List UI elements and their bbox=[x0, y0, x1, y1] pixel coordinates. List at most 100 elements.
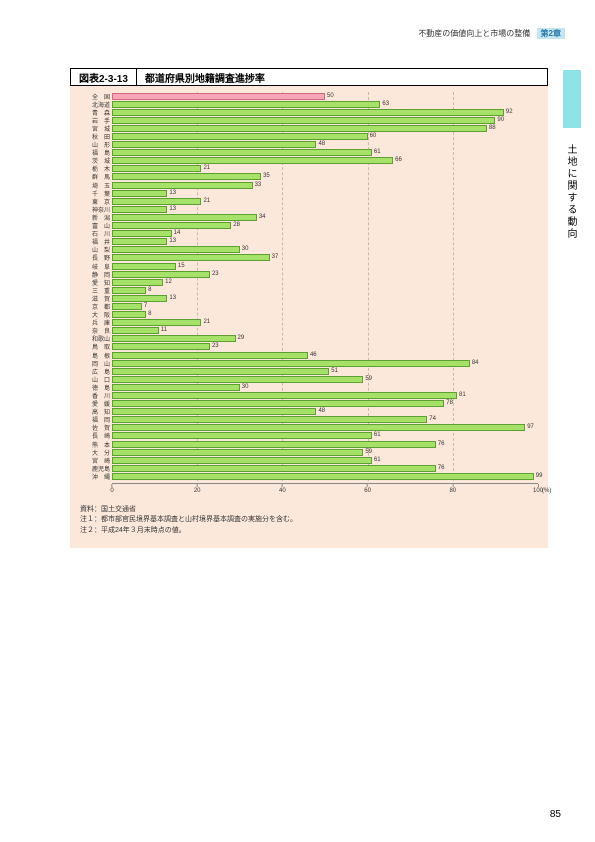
header-breadcrumb: 不動産の価値向上と市場の整備 第2章 bbox=[418, 28, 565, 39]
bar-fill: 48 bbox=[112, 408, 316, 415]
bar-value: 92 bbox=[506, 109, 513, 115]
bar-track: 63 bbox=[112, 101, 538, 108]
bar-fill: 51 bbox=[112, 368, 329, 375]
bar-fill: 97 bbox=[112, 424, 525, 431]
bar-fill: 81 bbox=[112, 392, 457, 399]
bar-value: 30 bbox=[242, 384, 249, 390]
bar-value: 84 bbox=[472, 360, 479, 366]
bar-value: 13 bbox=[169, 206, 176, 212]
bar-fill: 46 bbox=[112, 352, 308, 359]
bar-value: 34 bbox=[259, 214, 266, 220]
bar-track: 61 bbox=[112, 457, 538, 464]
bar-row: 熊 本76 bbox=[80, 440, 538, 448]
bar-value: 21 bbox=[203, 165, 210, 171]
bar-row: 長 野37 bbox=[80, 254, 538, 262]
bar-fill: 48 bbox=[112, 141, 316, 148]
bar-value: 78 bbox=[446, 400, 453, 406]
bar-track: 76 bbox=[112, 465, 538, 472]
bar-value: 14 bbox=[174, 230, 181, 236]
side-tab-color bbox=[563, 70, 581, 128]
bar-fill: 60 bbox=[112, 133, 368, 140]
bar-track: 23 bbox=[112, 343, 538, 350]
bar-track: 30 bbox=[112, 384, 538, 391]
bar-fill: 59 bbox=[112, 449, 363, 456]
bar-value: 8 bbox=[148, 311, 151, 317]
chart-notes: 資料：国土交通省 注１：都市部官民境界基本調査と山村境界基本調査の実施分を含む。… bbox=[80, 505, 538, 537]
bar-row: 愛 知12 bbox=[80, 278, 538, 286]
bar-fill: 76 bbox=[112, 441, 436, 448]
figure-title-row: 図表2-3-13 都道府県別地籍調査進捗率 bbox=[70, 68, 548, 86]
side-tab-text: 土地に関する動向 bbox=[563, 144, 578, 240]
bar-fill: 13 bbox=[112, 206, 167, 213]
bar-track: 60 bbox=[112, 133, 538, 140]
bar-value: 15 bbox=[178, 263, 185, 269]
bar-fill: 29 bbox=[112, 335, 236, 342]
bar-row: 兵 庫21 bbox=[80, 319, 538, 327]
bar-row: 富 山28 bbox=[80, 222, 538, 230]
bar-fill: 35 bbox=[112, 173, 261, 180]
bar-track: 92 bbox=[112, 109, 538, 116]
bar-row: 群 馬35 bbox=[80, 173, 538, 181]
bar-row: 岐 阜15 bbox=[80, 262, 538, 270]
bar-track: 21 bbox=[112, 198, 538, 205]
bar-value: 59 bbox=[365, 376, 372, 382]
bar-value: 50 bbox=[327, 93, 334, 99]
bar-label: 沖 縄 bbox=[80, 472, 112, 481]
bar-value: 48 bbox=[318, 141, 325, 147]
bar-row: 沖 縄99 bbox=[80, 472, 538, 480]
bar-value: 8 bbox=[148, 287, 151, 293]
bar-row: 徳 島30 bbox=[80, 383, 538, 391]
bar-track: 34 bbox=[112, 214, 538, 221]
figure-code: 図表2-3-13 bbox=[71, 69, 137, 85]
bar-track: 33 bbox=[112, 182, 538, 189]
bar-fill: 61 bbox=[112, 149, 372, 156]
bar-fill: 74 bbox=[112, 416, 427, 423]
bar-value: 61 bbox=[374, 149, 381, 155]
bar-row: 広 島51 bbox=[80, 367, 538, 375]
bar-row: 岡 山84 bbox=[80, 359, 538, 367]
bar-fill: 99 bbox=[112, 473, 534, 480]
bar-value: 76 bbox=[438, 465, 445, 471]
bar-fill: 21 bbox=[112, 198, 201, 205]
x-axis-tick: 0 bbox=[110, 484, 113, 494]
bar-fill: 12 bbox=[112, 279, 163, 286]
bar-row: 山 口59 bbox=[80, 375, 538, 383]
bar-fill: 7 bbox=[112, 303, 142, 310]
bar-fill: 13 bbox=[112, 295, 167, 302]
bar-row: 北海道63 bbox=[80, 100, 538, 108]
bar-row: 山 梨30 bbox=[80, 246, 538, 254]
bar-track: 11 bbox=[112, 327, 538, 334]
bar-row: 福 井13 bbox=[80, 238, 538, 246]
note-source: 資料：国土交通省 bbox=[80, 505, 538, 516]
bar-value: 35 bbox=[263, 173, 270, 179]
bar-track: 21 bbox=[112, 319, 538, 326]
bar-fill: 30 bbox=[112, 246, 240, 253]
bar-track: 12 bbox=[112, 279, 538, 286]
bar-row: 宮 崎61 bbox=[80, 456, 538, 464]
bar-value: 81 bbox=[459, 392, 466, 398]
bar-fill: 23 bbox=[112, 271, 210, 278]
bar-track: 7 bbox=[112, 303, 538, 310]
bar-row: 岩 手90 bbox=[80, 116, 538, 124]
bar-value: 76 bbox=[438, 441, 445, 447]
bar-track: 90 bbox=[112, 117, 538, 124]
x-axis-tick: 40 bbox=[279, 484, 286, 494]
bar-fill: 30 bbox=[112, 384, 240, 391]
bar-track: 59 bbox=[112, 449, 538, 456]
bar-row: 大 分59 bbox=[80, 448, 538, 456]
bar-value: 48 bbox=[318, 408, 325, 414]
figure-container: 図表2-3-13 都道府県別地籍調査進捗率 全 国50北海道63青 森92岩 手… bbox=[70, 68, 548, 548]
bar-row: 鹿児島76 bbox=[80, 464, 538, 472]
bar-value: 59 bbox=[365, 449, 372, 455]
bar-fill: 59 bbox=[112, 376, 363, 383]
bar-track: 50 bbox=[112, 93, 538, 100]
bar-row: 新 潟34 bbox=[80, 213, 538, 221]
bar-value: 13 bbox=[169, 295, 176, 301]
bar-value: 97 bbox=[527, 424, 534, 430]
bar-track: 48 bbox=[112, 408, 538, 415]
bar-row: 全 国50 bbox=[80, 92, 538, 100]
bar-row: 鳥 取23 bbox=[80, 343, 538, 351]
bar-value: 37 bbox=[272, 254, 279, 260]
note-1: 注１：都市部官民境界基本調査と山村境界基本調査の実施分を含む。 bbox=[80, 515, 538, 526]
bar-row: 島 根46 bbox=[80, 351, 538, 359]
